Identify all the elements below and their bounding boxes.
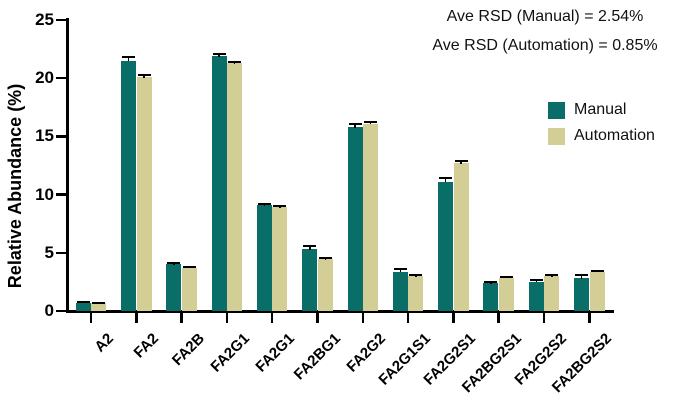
rsd-annotation: Ave RSD (Manual) = 2.54% Ave RSD (Automa… (400, 2, 685, 60)
error-bar-stem (460, 161, 462, 164)
y-tick-mark (56, 135, 66, 138)
error-bar-cap (212, 53, 226, 56)
error-bar-cap (137, 74, 151, 77)
error-bar-stem (399, 268, 402, 273)
bar-manual-fa2 (121, 60, 137, 311)
error-bar-cap (529, 279, 543, 282)
bar-manual-fa2g1 (211, 56, 227, 311)
bar-manual-fa2bg2s2 (574, 278, 590, 311)
y-axis-spine (66, 18, 69, 313)
x-tick-mark (270, 313, 274, 323)
x-tick-mark (135, 313, 138, 323)
error-bar-cap (439, 177, 453, 180)
error-bar-cap (257, 202, 271, 205)
error-bar-cap (303, 244, 317, 247)
x-tick-mark (225, 313, 229, 323)
error-bar-stem (143, 75, 145, 78)
bar-manual-fa2g2s1 (438, 181, 454, 311)
error-bar-cap (454, 160, 468, 163)
legend-item-manual: Manual (548, 101, 655, 119)
x-tick-mark (180, 313, 183, 323)
error-bar-stem (580, 275, 583, 279)
error-bar-stem (535, 280, 537, 283)
x-tick-mark (361, 313, 365, 323)
y-tick-label: 20 (35, 68, 54, 88)
error-bar-cap (545, 273, 559, 276)
bar-manual-fa2g2s2 (528, 281, 544, 311)
y-tick-label: 25 (35, 10, 54, 29)
x-tick-mark (497, 313, 500, 323)
rsd-automation-text: Ave RSD (Automation) = 0.85% (432, 37, 658, 54)
bar-automation-fa2g1 (227, 63, 243, 311)
bar-automation-fa2g1 (272, 207, 288, 311)
error-bar-cap (76, 300, 90, 303)
automation-series-swatch (548, 127, 565, 145)
bar-manual-fa2g1s1 (392, 272, 408, 311)
error-bar-cap (393, 267, 407, 270)
bar-manual-fa2g1 (256, 205, 272, 311)
error-bar-stem (309, 245, 311, 250)
bar-automation-fa2bg2s2 (589, 272, 605, 311)
bar-manual-fa2g2 (347, 127, 363, 311)
error-bar-cap (364, 121, 378, 124)
y-tick-mark (56, 76, 66, 80)
legend: Manual Automation (548, 101, 655, 153)
manual-series-swatch (548, 101, 565, 119)
y-tick-label: 10 (35, 184, 54, 204)
error-bar-cap (499, 275, 513, 278)
error-bar-cap (318, 257, 332, 260)
x-tick-mark (89, 313, 93, 323)
x-tick-mark (452, 313, 455, 323)
y-tick-mark (56, 251, 66, 255)
error-bar-cap (167, 262, 181, 265)
error-bar-cap (92, 301, 106, 304)
bar-manual-a2 (75, 302, 91, 311)
bar-automation-fa2bg1 (317, 259, 333, 311)
x-tick-mark (588, 313, 591, 323)
y-tick-label: 15 (35, 126, 54, 146)
x-tick-mark (316, 313, 319, 323)
error-bar-cap (122, 55, 136, 58)
error-bar-stem (127, 56, 130, 62)
x-axis-spine (66, 310, 614, 313)
bar-automation-a2 (91, 303, 107, 311)
error-bar-cap (484, 280, 498, 283)
error-bar-cap (409, 273, 423, 276)
error-bar-stem (354, 123, 356, 128)
x-tick-mark (406, 313, 410, 323)
y-tick-label: 0 (44, 301, 54, 320)
error-bar-cap (575, 274, 589, 277)
error-bar-stem (218, 54, 220, 57)
error-bar-cap (348, 122, 362, 125)
bar-automation-fa2b (181, 267, 197, 311)
error-bar-cap (182, 266, 196, 269)
error-bar-cap (590, 269, 604, 272)
legend-item-automation: Automation (548, 127, 655, 145)
y-tick-mark (56, 18, 66, 22)
bar-automation-fa2g1s1 (408, 276, 424, 311)
bar-manual-fa2b (166, 264, 182, 311)
bar-automation-fa2g2 (363, 123, 379, 311)
legend-label-automation: Automation (574, 127, 655, 144)
y-tick-mark (56, 193, 66, 196)
error-bar-cap (228, 60, 242, 63)
bar-manual-fa2bg1 (302, 249, 318, 311)
bar-automation-fa2g2s2 (544, 276, 560, 311)
error-bar-cap (273, 205, 287, 208)
bar-automation-fa2bg2s1 (498, 277, 514, 311)
bar-automation-fa2 (136, 77, 152, 311)
bar-manual-fa2bg2s1 (483, 283, 499, 311)
y-tick-label: 5 (44, 242, 54, 262)
legend-label-manual: Manual (574, 101, 627, 118)
y-tick-mark (56, 309, 66, 313)
x-tick-mark (542, 313, 546, 323)
error-bar-stem (444, 178, 447, 183)
bar-automation-fa2g2s1 (453, 163, 469, 311)
rsd-manual-text: Ave RSD (Manual) = 2.54% (446, 8, 644, 25)
